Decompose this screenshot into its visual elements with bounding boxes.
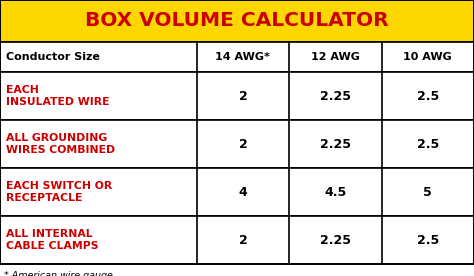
Bar xyxy=(0,0,474,42)
Text: EACH SWITCH OR
RECEPTACLE: EACH SWITCH OR RECEPTACLE xyxy=(6,181,112,203)
Text: 12 AWG: 12 AWG xyxy=(311,52,360,62)
Text: 2.25: 2.25 xyxy=(320,137,351,150)
Text: 5: 5 xyxy=(423,185,432,198)
Bar xyxy=(0,42,474,72)
Text: 2: 2 xyxy=(238,137,247,150)
Text: 2.5: 2.5 xyxy=(417,233,439,246)
Bar xyxy=(0,72,474,120)
Text: Conductor Size: Conductor Size xyxy=(6,52,100,62)
Text: 2: 2 xyxy=(238,89,247,102)
Bar xyxy=(0,120,474,168)
Text: 2.5: 2.5 xyxy=(417,137,439,150)
Text: EACH
INSULATED WIRE: EACH INSULATED WIRE xyxy=(6,85,109,107)
Bar xyxy=(0,216,474,264)
Text: 14 AWG*: 14 AWG* xyxy=(216,52,270,62)
Text: 4.5: 4.5 xyxy=(324,185,346,198)
Text: BOX VOLUME CALCULATOR: BOX VOLUME CALCULATOR xyxy=(85,12,389,31)
Bar xyxy=(0,168,474,216)
Text: 4: 4 xyxy=(238,185,247,198)
Text: ALL GROUNDING
WIRES COMBINED: ALL GROUNDING WIRES COMBINED xyxy=(6,133,115,155)
Text: 2.25: 2.25 xyxy=(320,233,351,246)
Text: 2.25: 2.25 xyxy=(320,89,351,102)
Text: ALL INTERNAL
CABLE CLAMPS: ALL INTERNAL CABLE CLAMPS xyxy=(6,229,99,251)
Text: * American wire gauge: * American wire gauge xyxy=(4,270,113,276)
Text: 10 AWG: 10 AWG xyxy=(403,52,452,62)
Text: 2.5: 2.5 xyxy=(417,89,439,102)
Text: 2: 2 xyxy=(238,233,247,246)
